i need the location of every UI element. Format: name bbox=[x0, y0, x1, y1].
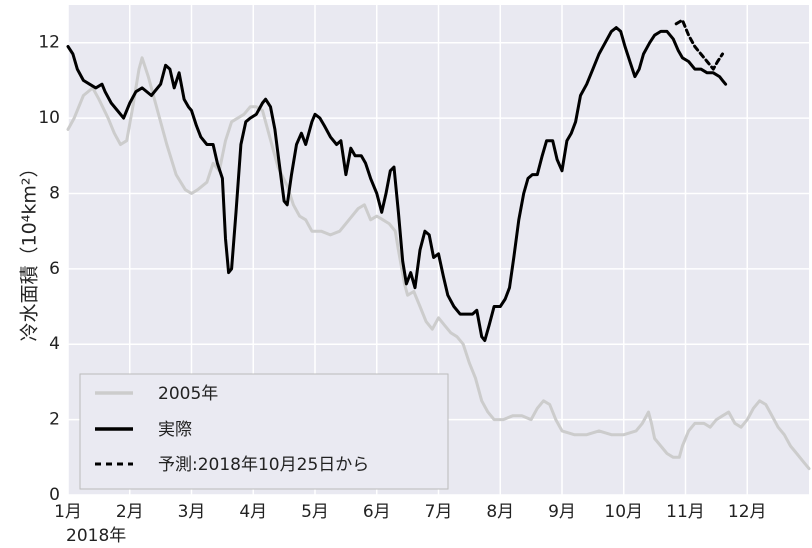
y-tick-label: 8 bbox=[49, 183, 60, 203]
y-tick-label: 6 bbox=[49, 259, 60, 279]
y-tick-label: 2 bbox=[49, 410, 60, 430]
y-tick-label: 4 bbox=[49, 334, 60, 354]
x-tick-labels: 1月 2月 3月 4月 5月 6月 7月 8月 9月 10月 11月 12月 bbox=[54, 502, 766, 522]
x-tick-label: 12月 bbox=[728, 502, 767, 522]
x-tick-label: 11月 bbox=[666, 502, 705, 522]
legend-label-2005: 2005年 bbox=[158, 384, 218, 404]
x-tick-label: 10月 bbox=[604, 502, 643, 522]
x-tick-label: 1月 bbox=[54, 502, 82, 522]
y-tick-label: 10 bbox=[38, 108, 60, 128]
y-tick-label: 0 bbox=[49, 485, 60, 505]
x-tick-label: 8月 bbox=[486, 502, 514, 522]
x-tick-label: 3月 bbox=[178, 502, 206, 522]
series-line-0 bbox=[66, 56, 811, 471]
legend: 2005年 実際 予測:2018年10月25日から bbox=[79, 373, 449, 490]
x-tick-label: 5月 bbox=[301, 502, 329, 522]
series-line-1 bbox=[66, 26, 728, 342]
series-line-2 bbox=[674, 18, 724, 71]
series-lines bbox=[66, 18, 811, 471]
x-tick-label: 2月 bbox=[116, 502, 144, 522]
x-tick-label: 7月 bbox=[425, 502, 453, 522]
year-label: 2018年 bbox=[66, 526, 126, 546]
x-tick-label: 6月 bbox=[363, 502, 391, 522]
legend-label-actual: 実際 bbox=[158, 420, 192, 440]
x-tick-label: 4月 bbox=[239, 502, 267, 522]
legend-box bbox=[79, 373, 449, 490]
x-tick-label: 9月 bbox=[548, 502, 576, 522]
y-tick-label: 12 bbox=[38, 33, 60, 53]
y-tick-labels: 0 2 4 6 8 10 12 bbox=[38, 33, 60, 505]
legend-label-forecast: 予測:2018年10月25日から bbox=[158, 455, 369, 475]
y-axis-label: 冷水面積（10⁴km²） bbox=[19, 159, 41, 342]
